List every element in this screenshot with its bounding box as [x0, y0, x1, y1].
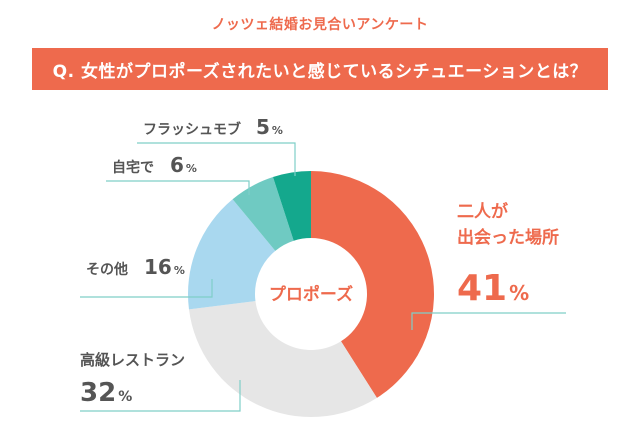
label-home-name: 自宅で — [112, 159, 154, 176]
label-flashmob: フラッシュモブ 5% — [143, 115, 283, 139]
label-home-value: 6% — [170, 153, 197, 177]
label-other: その他 16% — [86, 255, 185, 279]
leader-meeting-place — [411, 312, 566, 330]
leader-home — [106, 180, 250, 195]
leader-other — [80, 279, 213, 298]
label-restaurant: 高級レストラン 32% — [80, 351, 185, 408]
label-restaurant-name: 高級レストラン — [80, 351, 185, 369]
slice-home — [232, 177, 294, 251]
leader-flashmob — [137, 142, 296, 176]
label-home: 自宅で 6% — [112, 153, 197, 177]
label-meeting-place-value: 41% — [457, 268, 529, 309]
survey-title: ノッツェ結婚お見合いアンケート — [211, 17, 429, 33]
question-banner: Q. 女性がプロポーズされたいと感じているシチュエーションとは？ — [32, 48, 608, 90]
slice-other — [188, 199, 276, 310]
slice-restaurant — [188, 301, 377, 417]
label-flashmob-value: 5% — [256, 115, 283, 139]
label-other-value: 16% — [144, 255, 185, 279]
question-text: Q. 女性がプロポーズされたいと感じているシチュエーションとは？ — [52, 61, 588, 82]
label-meeting-place-name: 出会った場所 — [457, 227, 559, 248]
label-restaurant-value: 32% — [80, 378, 132, 408]
label-meeting-place-name: 二人が — [457, 201, 508, 222]
slice-meeting-place — [311, 171, 434, 398]
slice-flashmob — [272, 171, 311, 241]
label-flashmob-name: フラッシュモブ — [143, 121, 241, 138]
label-other-name: その他 — [86, 261, 128, 278]
center-label: プロポーズ — [269, 284, 353, 305]
leader-restaurant — [80, 380, 241, 412]
